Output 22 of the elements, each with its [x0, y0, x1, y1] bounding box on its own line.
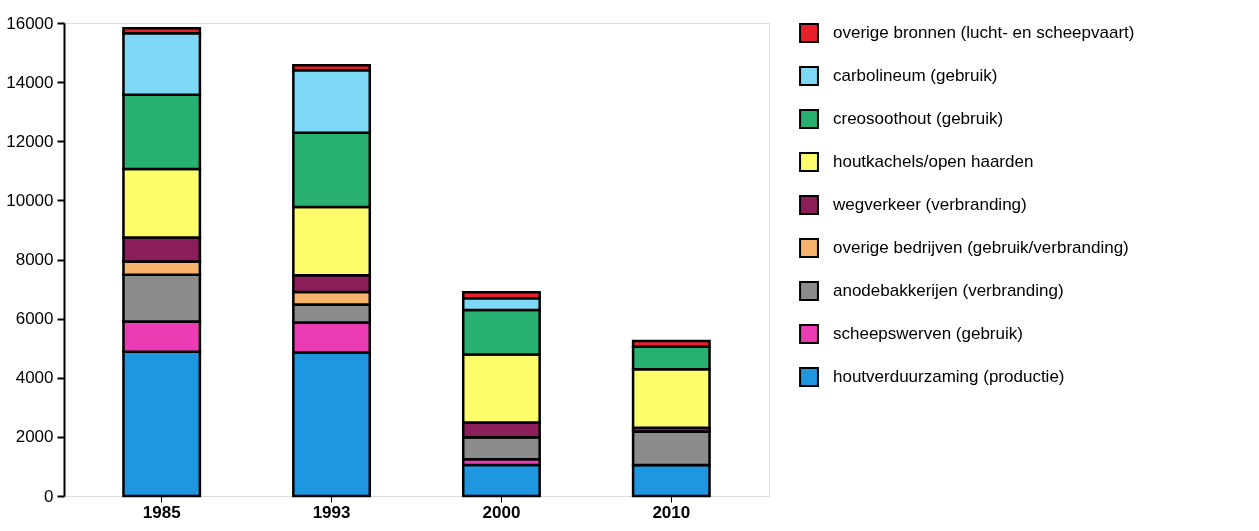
y-tick-label: 6000 [15, 309, 54, 329]
y-tick-label: 2000 [15, 427, 54, 447]
legend-label: carbolineum (gebruik) [833, 66, 998, 85]
legend-label: overige bedrijven (gebruik/verbranding) [833, 238, 1129, 257]
x-tick-label: 1993 [312, 502, 351, 522]
x-tick-label: 2000 [482, 502, 521, 522]
y-tick-label: 16000 [6, 13, 54, 33]
y-tick-label: 12000 [6, 131, 54, 151]
y-tick-label: 10000 [6, 190, 54, 210]
x-tick-label: 1985 [142, 502, 181, 522]
y-tick-label: 0 [44, 486, 54, 506]
x-tick-label: 2010 [652, 502, 691, 522]
legend-label: houtkachels/open haarden [833, 152, 1034, 171]
legend-label: houtverduurzaming (productie) [833, 367, 1065, 386]
y-tick-label: 8000 [15, 250, 54, 269]
y-tick-label: 4000 [15, 368, 54, 388]
legend-label: creosoothout (gebruik) [833, 109, 1004, 128]
legend-label: scheepswerven (gebruik) [833, 324, 1023, 343]
y-tick-label: 14000 [6, 72, 54, 92]
legend-label: overige bronnen (lucht- en scheepvaart) [833, 23, 1135, 42]
legend-label: wegverkeer (verbranding) [832, 195, 1027, 214]
legend-label: anodebakkerijen (verbranding) [833, 281, 1064, 300]
